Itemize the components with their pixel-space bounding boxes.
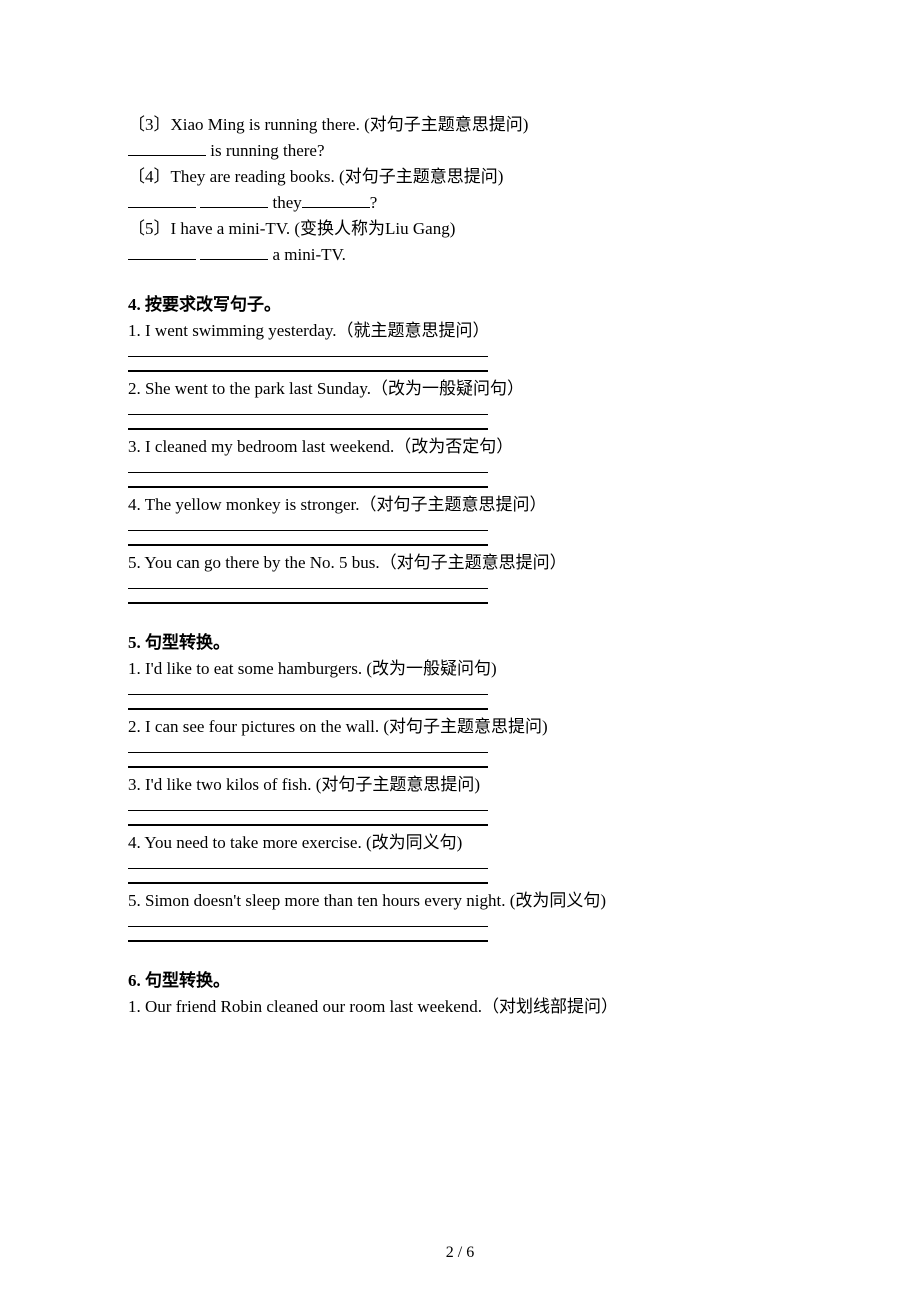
s5-1-num: 1. (128, 659, 141, 678)
answer-blank (128, 858, 792, 886)
s5-2-text: I can see four pictures on the wall. (145, 717, 379, 736)
s4-item-3: 3. I cleaned my bedroom last weekend.（改为… (128, 434, 792, 460)
section-6-heading: 6. 句型转换。 (128, 968, 792, 994)
q3-4-fill: they? (128, 190, 792, 216)
s5-5-num: 5. (128, 891, 141, 910)
q3-item-4: 〔4〕They are reading books. (对句子主题意思提问) (128, 164, 792, 190)
q3-4-sentence: They are reading books. (171, 167, 335, 186)
answer-blank (128, 684, 792, 712)
s5-2-num: 2. (128, 717, 141, 736)
s4-4-instr: （对句子主题意思提问） (360, 495, 547, 514)
section-5-heading: 5. 句型转换。 (128, 630, 792, 656)
s4-item-4: 4. The yellow monkey is stronger.（对句子主题意… (128, 492, 792, 518)
s5-1-text: I'd like to eat some hamburgers. (145, 659, 362, 678)
s4-2-instr: （改为一般疑问句） (371, 379, 524, 398)
q3-3-instruction: (对句子主题意思提问) (364, 115, 528, 134)
q3-3-sentence: Xiao Ming is running there. (171, 115, 360, 134)
q3-5-prefix: 〔5〕 (128, 219, 171, 238)
s4-4-text: The yellow monkey is stronger. (145, 495, 360, 514)
q3-4-mid: they (268, 193, 302, 212)
s4-2-num: 2. (128, 379, 141, 398)
answer-blank (128, 346, 792, 374)
s4-item-2: 2. She went to the park last Sunday.（改为一… (128, 376, 792, 402)
document-page: 〔3〕Xiao Ming is running there. (对句子主题意思提… (0, 0, 920, 1302)
s5-3-instr: (对句子主题意思提问) (316, 775, 480, 794)
answer-blank (128, 520, 792, 548)
s4-5-text: You can go there by the No. 5 bus. (144, 553, 379, 572)
blank (128, 242, 196, 260)
q3-5-fill-text: a mini-TV. (268, 245, 346, 264)
q3-3-prefix: 〔3〕 (128, 115, 171, 134)
s4-item-5: 5. You can go there by the No. 5 bus.（对句… (128, 550, 792, 576)
q3-4-end: ? (370, 193, 378, 212)
s5-item-3: 3. I'd like two kilos of fish. (对句子主题意思提… (128, 772, 792, 798)
s4-1-text: I went swimming yesterday. (145, 321, 337, 340)
answer-blank (128, 462, 792, 490)
s4-5-instr: （对句子主题意思提问） (380, 553, 567, 572)
answer-blank (128, 404, 792, 432)
page-footer: 2 / 6 (0, 1244, 920, 1262)
blank (128, 138, 206, 156)
s5-4-instr: (改为同义句) (366, 833, 462, 852)
q3-item-5: 〔5〕I have a mini-TV. (变换人称为Liu Gang) (128, 216, 792, 242)
q3-4-instruction: (对句子主题意思提问) (339, 167, 503, 186)
s6-item-1: 1. Our friend Robin cleaned our room las… (128, 994, 792, 1020)
section-4-heading: 4. 按要求改写句子。 (128, 292, 792, 318)
s5-item-4: 4. You need to take more exercise. (改为同义… (128, 830, 792, 856)
blank (128, 190, 196, 208)
s4-2-text: She went to the park last Sunday. (145, 379, 371, 398)
s5-5-text: Simon doesn't sleep more than ten hours … (145, 891, 505, 910)
s5-item-2: 2. I can see four pictures on the wall. … (128, 714, 792, 740)
s6-1-text: Our friend Robin cleaned our room last w… (145, 997, 482, 1016)
s4-1-num: 1. (128, 321, 141, 340)
answer-blank (128, 916, 792, 944)
q3-5-fill: a mini-TV. (128, 242, 792, 268)
s5-3-text: I'd like two kilos of fish. (145, 775, 311, 794)
q3-3-fill: is running there? (128, 138, 792, 164)
s6-1-num: 1. (128, 997, 141, 1016)
blank (302, 190, 370, 208)
s4-3-text: I cleaned my bedroom last weekend. (145, 437, 394, 456)
s4-3-instr: （改为否定句） (394, 437, 513, 456)
answer-blank (128, 800, 792, 828)
blank (200, 190, 268, 208)
s6-1-instr: （对划线部提问） (482, 997, 618, 1016)
s5-3-num: 3. (128, 775, 141, 794)
q3-4-prefix: 〔4〕 (128, 167, 171, 186)
s5-item-5: 5. Simon doesn't sleep more than ten hou… (128, 888, 792, 914)
answer-blank (128, 742, 792, 770)
q3-5-instruction: (变换人称为Liu Gang) (294, 219, 455, 238)
answer-blank (128, 578, 792, 606)
s5-4-num: 4. (128, 833, 141, 852)
s5-1-instr: (改为一般疑问句) (366, 659, 496, 678)
q3-3-fill-text: is running there? (206, 141, 325, 160)
s4-item-1: 1. I went swimming yesterday.（就主题意思提问） (128, 318, 792, 344)
s4-1-instr: （就主题意思提问） (337, 321, 490, 340)
q3-item-3: 〔3〕Xiao Ming is running there. (对句子主题意思提… (128, 112, 792, 138)
blank (200, 242, 268, 260)
s4-5-num: 5. (128, 553, 141, 572)
s4-4-num: 4. (128, 495, 141, 514)
s5-2-instr: (对句子主题意思提问) (383, 717, 547, 736)
q3-5-sentence: I have a mini-TV. (171, 219, 291, 238)
s5-5-instr: (改为同义句) (510, 891, 606, 910)
s5-item-1: 1. I'd like to eat some hamburgers. (改为一… (128, 656, 792, 682)
s5-4-text: You need to take more exercise. (144, 833, 361, 852)
s4-3-num: 3. (128, 437, 141, 456)
